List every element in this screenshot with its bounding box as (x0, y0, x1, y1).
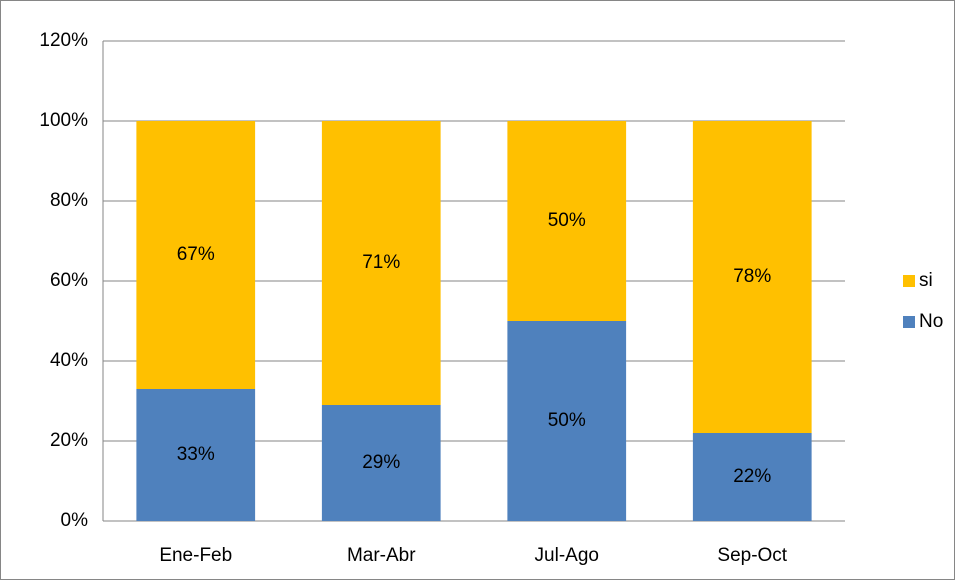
x-tick-label: Jul-Ago (535, 545, 599, 566)
bar-segment (507, 121, 627, 321)
bar-segment (692, 121, 812, 433)
y-tick-label: 60% (50, 270, 88, 291)
data-label: 29% (362, 452, 400, 473)
bar-segment (321, 405, 441, 521)
data-label: 50% (548, 410, 586, 431)
data-label: 33% (177, 444, 215, 465)
bar-segment (321, 121, 441, 405)
bar-segment (136, 389, 256, 521)
y-tick-label: 80% (50, 190, 88, 211)
y-tick-label: 40% (50, 350, 88, 371)
y-tick-label: 100% (39, 110, 88, 131)
data-label: 71% (362, 252, 400, 273)
x-tick-label: Mar-Abr (347, 545, 416, 566)
legend-label: No (919, 311, 943, 332)
data-label: 78% (733, 266, 771, 287)
data-label: 50% (548, 210, 586, 231)
bar-segment (136, 121, 256, 389)
legend-swatch (903, 316, 915, 328)
x-tick-label: Sep-Oct (717, 545, 787, 566)
y-tick-label: 120% (39, 30, 88, 51)
y-tick-label: 0% (61, 510, 89, 531)
legend-swatch (903, 275, 915, 287)
data-label: 67% (177, 244, 215, 265)
data-label: 22% (733, 466, 771, 487)
legend-label: si (919, 270, 933, 291)
x-tick-label: Ene-Feb (159, 545, 232, 566)
y-tick-label: 20% (50, 430, 88, 451)
bar-segment (507, 321, 627, 521)
bar-segment (692, 433, 812, 521)
